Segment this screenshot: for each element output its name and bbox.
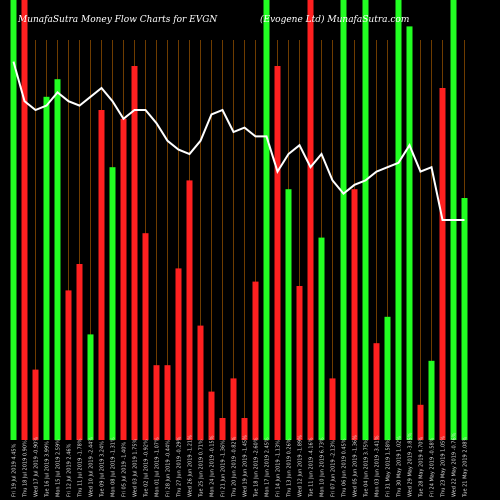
x-tick-label: Wed 26 Jun 2019 -1.21% [188,435,194,497]
x-tick-label: Mon 08 Jul 2019 -1.31% [111,437,117,497]
x-tick-label: Tue 28 May 2019 4.70% [419,437,425,498]
flow-bar [340,0,347,440]
flow-bar [142,233,149,440]
flow-bar [109,167,116,440]
flow-bar [153,365,160,440]
x-tick-label: Wed 10 Jul 2019 -2.44% [89,437,95,497]
flow-bar [230,378,237,440]
flow-bar [98,110,105,440]
x-tick-label: Fri 05 Jul 2019 -1.40% [122,442,128,497]
x-tick-label: Fri 28 Jun 2019 -0.44% [166,440,172,497]
x-tick-label: Wed 19 Jun 2019 -1.45% [243,435,249,497]
x-tick-label: Mon 24 Jun 2019 -0.15% [210,435,216,497]
x-tick-label: Wed 03 Jul 2019 1.75% [133,438,139,497]
x-tick-label: Thu 23 May 2019 1.05% [441,436,447,498]
x-tick-label: Fri 07 Jun 2019 -2.13% [331,440,337,497]
flow-bar [318,237,325,440]
flow-bar [307,0,314,440]
flow-bar [32,369,39,440]
x-tick-label: Mon 15 Jul 2019 2.59% [56,439,62,497]
flow-bar [384,316,391,440]
x-tick-label: Fri 14 Jun 2019 -1.13% [276,440,282,497]
x-tick-label: Tue 16 Jul 2019 3.99% [45,441,51,498]
flow-bar [296,286,303,440]
flow-bar [373,343,380,440]
flow-bar [461,198,468,440]
x-tick-label: Fri 31 May 2019 1.58% [386,439,392,497]
flow-bar [406,26,413,441]
flow-bar [186,180,193,440]
flow-bar [43,96,50,441]
flow-bar [219,418,226,440]
flow-bar [351,189,358,440]
flow-bar [274,66,281,440]
x-tick-label: Fri 21 Jun 2019 -1.36% [221,440,227,497]
flow-bar [439,88,446,440]
flow-bar [395,0,402,440]
flow-bar [131,66,138,440]
flow-bar [208,391,215,440]
chart-title-right: (Evogene Ltd) MunafaSutra.com [260,14,409,25]
flow-bar [87,334,94,440]
flow-bar [285,189,292,440]
money-flow-line [12,61,465,221]
x-tick-label: Mon 10 Jun 2019 6.73% [320,437,326,497]
x-tick-label: Thu 30 May 2019 1.02% [397,436,403,498]
flow-bar [428,360,435,440]
x-tick-label: Wed 17 Jul 2019 -0.90% [34,437,40,497]
x-tick-label: Tue 25 Jun 2019 0.71% [199,439,205,498]
x-tick-label: Mon 03 Jun 2019 -3.41% [375,435,381,497]
x-tick-label: Tue 04 Jun 2019 3.75% [364,439,370,498]
flow-bar [120,118,127,441]
x-tick-label: Thu 20 Jun 2019 -0.82% [232,436,238,498]
x-tick-label: Thu 18 Jul 2019 0.90% [23,440,29,498]
flow-bar [252,281,259,440]
flow-bar [164,365,171,440]
x-tick-label: Wed 29 May 2019 -3.85% [408,432,414,497]
x-tick-label: Thu 06 Jun 2019 0.45% [342,438,348,498]
x-tick-label: Thu 13 Jun 2019 0.26% [287,438,293,498]
flow-bar [329,378,336,440]
flow-bar [197,325,204,440]
x-tick-label: Thu 11 Jul 2019 -1.78% [78,438,84,498]
x-tick-label: Mon 01 Jul 2019 -1.07% [155,437,161,497]
flow-bar [241,418,248,440]
x-tick-label: Mon 17 Jun 2019 2.45% [265,437,271,497]
flow-bar [65,290,72,440]
x-tick-label: Wed 05 Jun 2019 -1.36% [353,435,359,497]
flow-bar [417,404,424,440]
flow-bar [21,0,28,440]
x-tick-label: Wed 22 May 2019 -0.76% [452,432,458,497]
chart-title-left: MunafaSutra Money Flow Charts for EVGN [17,15,218,25]
flow-bar [362,0,369,440]
x-tick-label: Tue 21 May 2019 2.08% [463,437,469,498]
x-tick-label: Fri 24 May 2019 -0.58% [430,437,436,497]
flow-bar [175,268,182,440]
x-tick-label: Tue 18 Jun 2019 -2.60% [254,437,260,498]
flow-bar [263,0,270,440]
x-tick-label: Tue 11 Jun 2019 -4.16% [309,437,315,498]
x-tick-label: Fri 19 Jul 2019 4.45% [12,443,18,497]
x-tick-label: Tue 02 Jul 2019 -0.92% [144,439,150,498]
x-tick-label: Thu 27 Jun 2019 -0.29% [177,436,183,498]
flow-bar [54,79,61,440]
x-tick-label: Tue 09 Jul 2019 3.24% [100,441,106,498]
flow-bar [76,264,83,440]
x-tick-label: Fri 12 Jul 2019 2.46% [67,443,73,497]
flow-bar [10,0,17,440]
x-tick-label: Wed 12 Jun 2019 -1.89% [298,435,304,497]
